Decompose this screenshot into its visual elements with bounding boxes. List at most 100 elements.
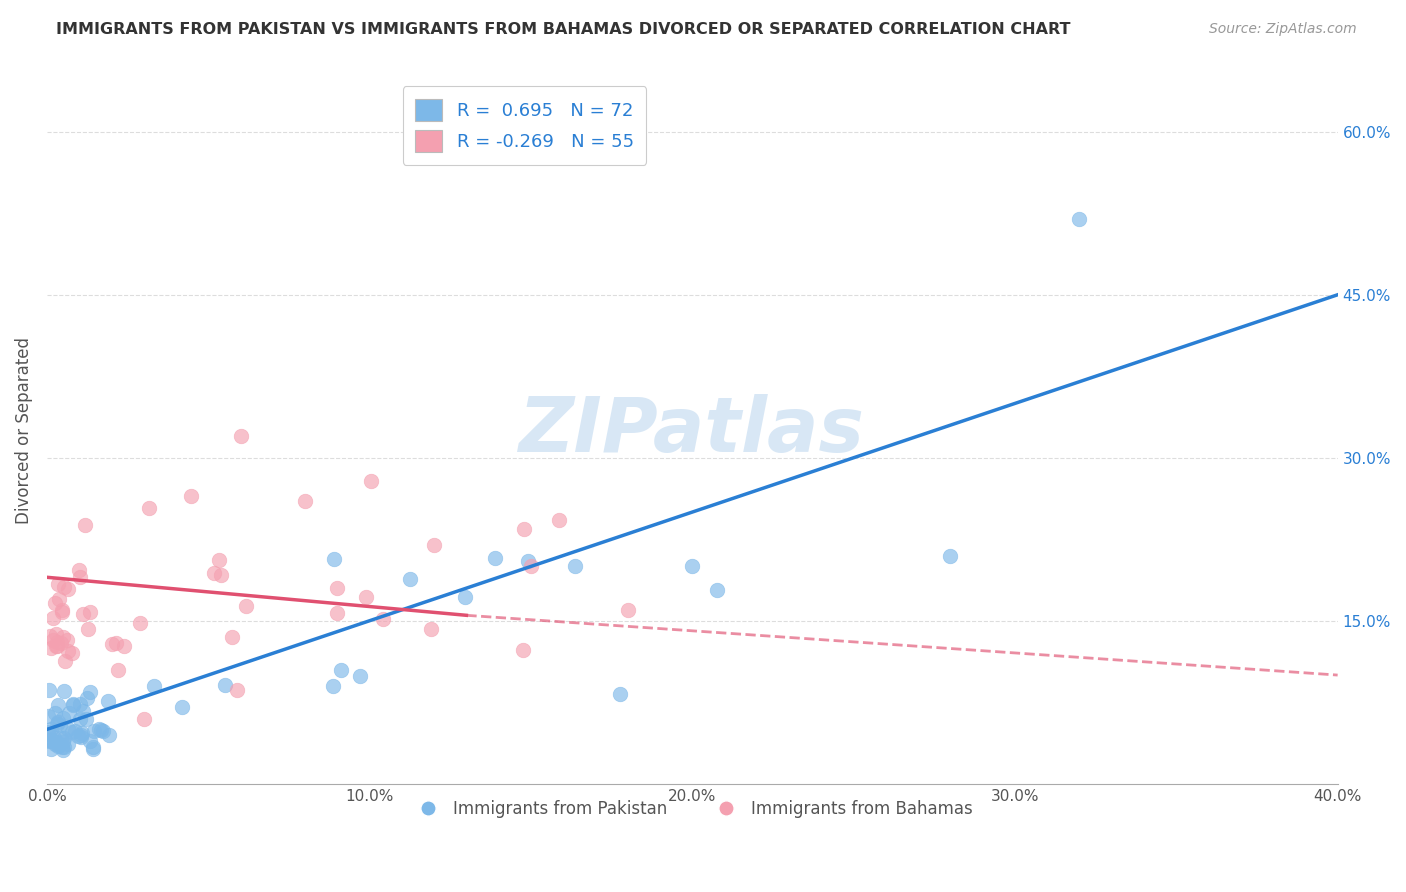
Point xyxy=(38,734,60,748)
Point xyxy=(235,599,257,614)
Point xyxy=(72,705,94,719)
Y-axis label: Divorced or Separated: Divorced or Separated xyxy=(15,337,32,524)
Point xyxy=(44,734,66,748)
Point xyxy=(56,633,79,648)
Point xyxy=(37,727,59,741)
Point xyxy=(170,700,193,714)
Point xyxy=(609,688,631,702)
Point xyxy=(45,635,67,649)
Point xyxy=(60,646,83,660)
Point xyxy=(75,517,97,532)
Point xyxy=(360,475,382,489)
Point xyxy=(38,629,60,643)
Point xyxy=(356,590,378,604)
Point xyxy=(39,723,62,737)
Point xyxy=(69,697,91,711)
Point xyxy=(62,698,84,712)
Point xyxy=(221,630,243,644)
Point xyxy=(67,563,90,577)
Point xyxy=(321,679,343,693)
Point xyxy=(214,678,236,692)
Point xyxy=(70,731,93,745)
Point xyxy=(56,644,79,658)
Point xyxy=(90,723,112,737)
Point xyxy=(46,739,69,753)
Point xyxy=(39,742,62,756)
Point xyxy=(76,690,98,705)
Point xyxy=(82,742,104,756)
Point xyxy=(75,712,97,726)
Point xyxy=(51,743,73,757)
Point xyxy=(44,731,66,745)
Point xyxy=(70,726,93,740)
Text: Source: ZipAtlas.com: Source: ZipAtlas.com xyxy=(1209,22,1357,37)
Legend: Immigrants from Pakistan, Immigrants from Bahamas: Immigrants from Pakistan, Immigrants fro… xyxy=(405,794,980,825)
Text: IMMIGRANTS FROM PAKISTAN VS IMMIGRANTS FROM BAHAMAS DIVORCED OR SEPARATED CORREL: IMMIGRANTS FROM PAKISTAN VS IMMIGRANTS F… xyxy=(56,22,1071,37)
Point xyxy=(56,582,79,596)
Point xyxy=(58,706,80,721)
Point xyxy=(423,538,446,552)
Point xyxy=(48,591,70,606)
Point xyxy=(89,722,111,736)
Point xyxy=(62,698,84,712)
Point xyxy=(45,639,67,653)
Point xyxy=(37,725,59,739)
Point xyxy=(101,637,124,651)
Point xyxy=(69,728,91,742)
Point xyxy=(419,622,441,636)
Point xyxy=(46,577,69,591)
Point xyxy=(706,582,728,597)
Point xyxy=(454,591,477,605)
Point xyxy=(48,715,70,730)
Point xyxy=(180,490,202,504)
Point xyxy=(97,694,120,708)
Point xyxy=(112,639,135,653)
Point xyxy=(44,706,66,721)
Point xyxy=(51,636,73,650)
Point xyxy=(60,724,83,739)
Point xyxy=(107,663,129,677)
Point xyxy=(202,566,225,580)
Point xyxy=(48,698,70,712)
Point xyxy=(326,581,349,595)
Point xyxy=(66,729,89,743)
Point xyxy=(143,679,166,693)
Point xyxy=(52,683,75,698)
Point xyxy=(77,622,100,636)
Point xyxy=(52,740,75,755)
Point xyxy=(484,551,506,566)
Point xyxy=(55,654,77,668)
Point xyxy=(399,572,422,586)
Point xyxy=(939,549,962,563)
Point xyxy=(91,723,114,738)
Point xyxy=(79,605,101,619)
Point xyxy=(349,669,371,683)
Point xyxy=(82,740,104,755)
Point xyxy=(69,570,91,584)
Point xyxy=(51,605,73,619)
Point xyxy=(52,631,75,645)
Point xyxy=(44,737,66,751)
Point xyxy=(138,501,160,516)
Point xyxy=(129,615,152,630)
Point xyxy=(512,643,534,657)
Point xyxy=(63,723,86,738)
Point xyxy=(208,553,231,567)
Point xyxy=(45,717,67,731)
Point xyxy=(83,723,105,738)
Point xyxy=(517,554,540,568)
Point xyxy=(52,580,75,594)
Point xyxy=(51,603,73,617)
Point xyxy=(45,639,67,653)
Point xyxy=(616,603,638,617)
Point xyxy=(37,709,59,723)
Point xyxy=(326,606,349,620)
Point xyxy=(72,607,94,621)
Point xyxy=(42,611,65,625)
Point xyxy=(51,740,73,755)
Point xyxy=(45,627,67,641)
Point xyxy=(226,683,249,698)
Point xyxy=(49,731,72,745)
Point xyxy=(209,567,232,582)
Point xyxy=(42,632,65,647)
